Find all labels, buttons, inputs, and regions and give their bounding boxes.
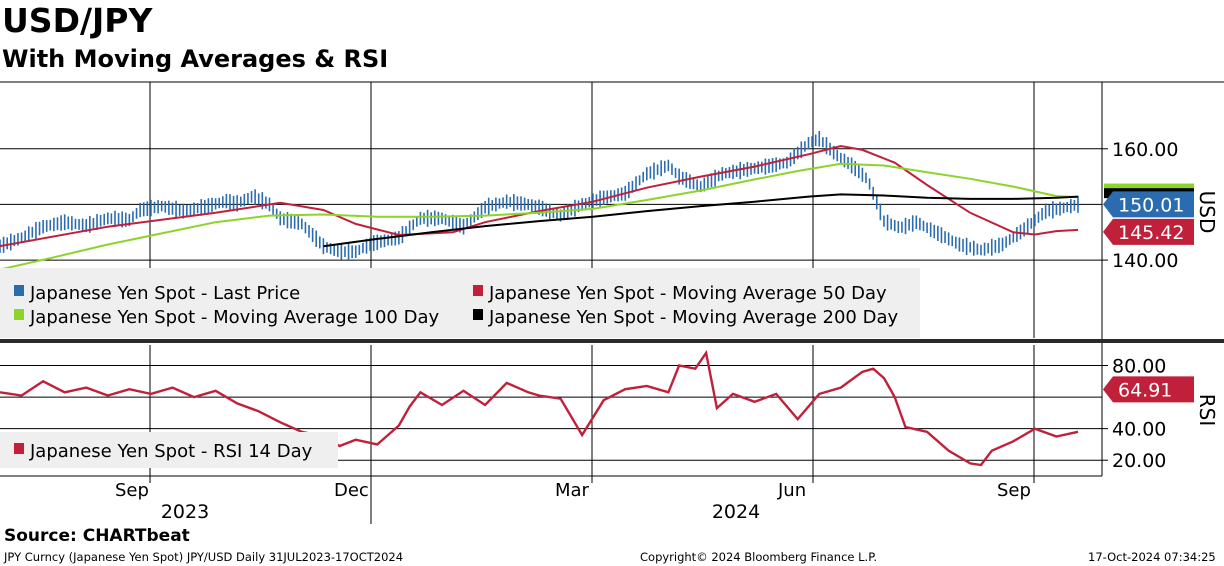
legend-swatch-ma200: [473, 309, 483, 320]
ytick-label-price: 160.00: [1112, 139, 1178, 161]
legend-rsi: Japanese Yen Spot - RSI 14 Day: [29, 441, 313, 462]
legend-swatch-ma50: [473, 285, 483, 296]
series-last-price: [0, 130, 1079, 261]
rsi-legend: [0, 432, 338, 468]
rsi-tag: 64.91: [1103, 376, 1194, 403]
last-price-tag-text: 150.01: [1118, 194, 1184, 216]
legend-ma200: Japanese Yen Spot - Moving Average 200 D…: [488, 307, 898, 328]
ytick-label-rsi: 80.00: [1112, 356, 1166, 378]
xtick-label: Mar: [555, 480, 590, 501]
legend-swatch-last-price: [14, 285, 24, 296]
legend-ma50: Japanese Yen Spot - Moving Average 50 Da…: [488, 283, 887, 304]
legend-last-price: Japanese Yen Spot - Last Price: [29, 283, 300, 304]
xtick-label: Sep: [115, 480, 149, 501]
footer-timestamp: 17-Oct-2024 07:34:25: [1088, 550, 1216, 564]
source-note: Source: CHARTbeat: [4, 526, 190, 546]
ytick-label-rsi: 40.00: [1112, 419, 1166, 441]
xtick-label: Dec: [334, 480, 369, 501]
ma50-tag: 145.42: [1103, 218, 1194, 245]
series-rsi: [0, 349, 1079, 467]
chart-subtitle: With Moving Averages & RSI: [2, 45, 389, 73]
series-line-2: [0, 162, 1079, 271]
chart-title: USD/JPY: [2, 1, 153, 40]
year-label-2024: 2024: [712, 501, 760, 523]
ytick-label-rsi: 20.00: [1112, 450, 1166, 472]
footer-copyright: Copyright© 2024 Bloomberg Finance L.P.: [640, 550, 877, 564]
legend-swatch-ma100: [14, 309, 24, 320]
price-legend: [0, 268, 920, 338]
last-price-tag: 150.01: [1103, 191, 1194, 218]
footer-ticker-info: JPY Curncy (Japanese Yen Spot) JPY/USD D…: [4, 550, 404, 564]
series-line-1: [0, 144, 1079, 248]
legend-swatch-rsi: [14, 443, 24, 454]
year-label-2023: 2023: [161, 501, 209, 523]
rsi-tag-bg: [1103, 376, 1194, 403]
xtick-label: Jun: [777, 480, 806, 501]
xtick-label: Sep: [997, 480, 1031, 501]
price-axis-label: USD: [1195, 191, 1219, 234]
ytick-label-price: 140.00: [1112, 250, 1178, 272]
legend-ma100: Japanese Yen Spot - Moving Average 100 D…: [29, 307, 439, 328]
series-line-3: [323, 193, 1079, 248]
rsi-tag-text: 64.91: [1118, 379, 1172, 401]
ma50-tag-text: 145.42: [1118, 222, 1184, 244]
rsi-axis-label: RSI: [1195, 394, 1219, 427]
last-price-tag-bg: [1103, 191, 1194, 218]
ma50-tag-bg: [1103, 218, 1194, 245]
